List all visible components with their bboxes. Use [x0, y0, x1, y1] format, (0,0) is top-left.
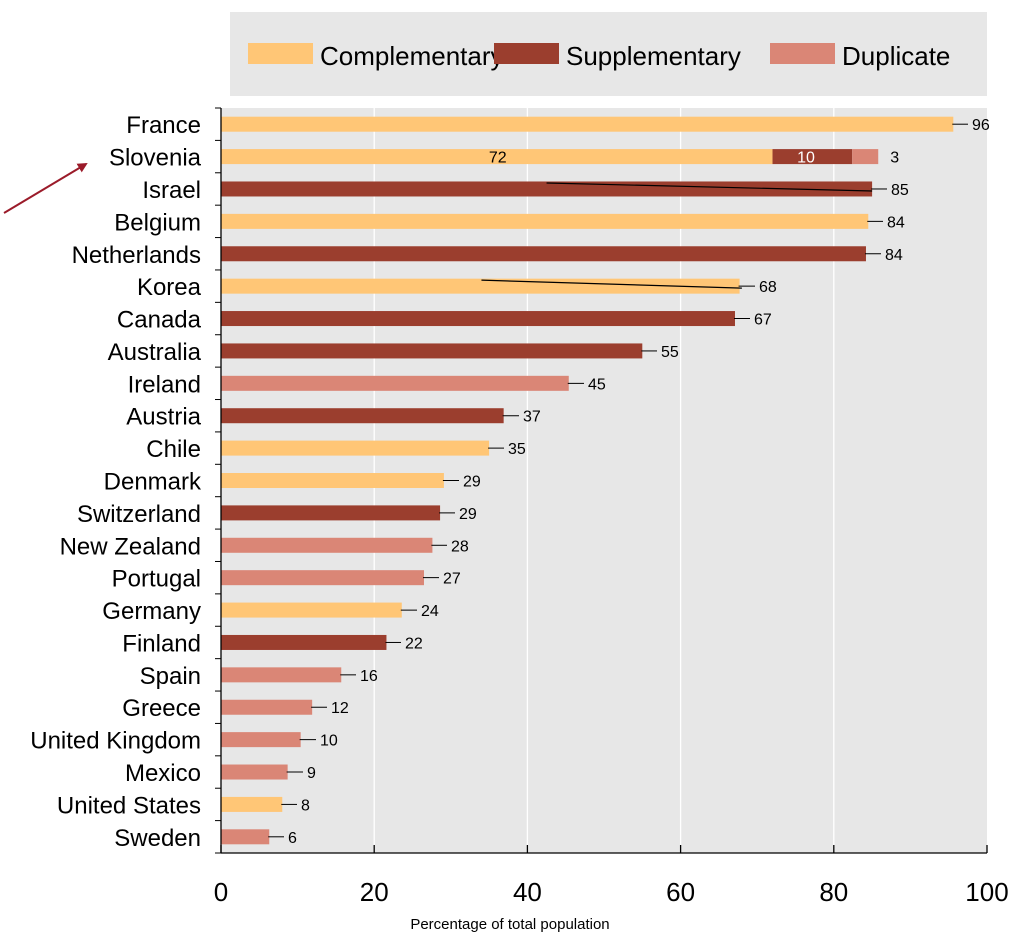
category-label: Austria: [126, 404, 201, 431]
bar-belgium-complementary: [221, 213, 869, 229]
legend-swatch-1: [494, 43, 559, 64]
category-label: Switzerland: [77, 501, 201, 528]
leader-lines: [268, 123, 968, 838]
bar-korea-complementary: [221, 278, 740, 294]
x-tick-label: 100: [965, 877, 1008, 907]
bar-portugal-duplicate: [221, 570, 424, 586]
annotations: [3, 162, 873, 289]
value-label: 96: [972, 117, 990, 134]
x-tick-label: 80: [819, 877, 848, 907]
legend-swatch-2: [770, 43, 835, 64]
legend-swatch-0: [248, 43, 313, 64]
category-label: United States: [57, 792, 201, 819]
bar-ireland-duplicate: [221, 375, 569, 391]
bar-mexico-duplicate: [221, 764, 288, 780]
value-label: 6: [288, 830, 297, 847]
value-label: 29: [463, 474, 481, 491]
legend-box: [230, 12, 987, 96]
legend: Complementary Supplementary Duplicate: [230, 12, 987, 96]
category-label: Mexico: [125, 760, 201, 787]
slovenia-segment-label-2: 3: [890, 150, 899, 167]
category-label: Denmark: [104, 469, 202, 496]
category-label: Israel: [142, 177, 201, 204]
category-label: New Zealand: [60, 533, 201, 560]
value-label: 68: [759, 279, 777, 296]
bar-finland-supplementary: [221, 634, 387, 650]
value-label: 24: [421, 603, 439, 620]
legend-label-0: Complementary: [320, 41, 504, 71]
value-label: 28: [451, 538, 469, 555]
category-label: Canada: [117, 307, 202, 334]
bar-germany-complementary: [221, 602, 402, 618]
category-label: Portugal: [112, 566, 201, 593]
value-label: 55: [661, 344, 679, 361]
legend-label-2: Duplicate: [842, 41, 950, 71]
x-tick-label: 0: [214, 877, 228, 907]
category-label: Greece: [122, 695, 201, 722]
category-label: Ireland: [128, 371, 201, 398]
value-label: 84: [887, 214, 905, 231]
value-label: 35: [508, 441, 526, 458]
value-label: 12: [331, 700, 349, 717]
category-label: Chile: [146, 436, 201, 463]
value-label: 9: [307, 765, 316, 782]
value-label: 45: [588, 376, 606, 393]
bar-chile-complementary: [221, 440, 490, 456]
category-label: Australia: [108, 339, 202, 366]
slovenia-segment-label-1: 10: [797, 150, 815, 167]
value-label: 84: [885, 247, 903, 264]
bar-slovenia-duplicate: [852, 149, 879, 165]
x-tick-label: 60: [666, 877, 695, 907]
value-label: 85: [891, 182, 909, 199]
value-label: 22: [405, 635, 423, 652]
bar-sweden-duplicate: [221, 829, 270, 845]
bar-canada-supplementary: [221, 311, 735, 327]
bar-united-kingdom-duplicate: [221, 732, 301, 748]
category-label: Belgium: [114, 209, 201, 236]
value-label: 37: [523, 409, 541, 426]
annotation-line-korea: [481, 279, 742, 289]
bar-france-complementary: [221, 116, 954, 132]
bar-spain-duplicate: [221, 667, 342, 683]
x-tick-label: 20: [360, 877, 389, 907]
value-label: 27: [443, 571, 461, 588]
value-label: 16: [360, 668, 378, 685]
category-label: United Kingdom: [30, 728, 201, 755]
bar-new-zealand-duplicate: [221, 537, 433, 553]
category-label: Finland: [122, 630, 201, 657]
bar-denmark-complementary: [221, 473, 444, 488]
x-tick-label: 40: [513, 877, 542, 907]
category-label: Slovenia: [109, 145, 202, 172]
bar-slovenia-supplementary: [772, 149, 853, 165]
bar-australia-supplementary: [221, 343, 643, 359]
bar-netherlands-supplementary: [221, 246, 866, 262]
category-label: Netherlands: [72, 242, 201, 269]
bar-switzerland-supplementary: [221, 505, 441, 521]
category-label: Spain: [140, 663, 201, 690]
bar-greece-duplicate: [221, 699, 313, 715]
annotation-line-israel: [546, 182, 873, 192]
value-label: 10: [320, 733, 338, 750]
bars: [221, 116, 954, 845]
axes: France Slovenia Israel Belgium Netherlands Ko…: [30, 107, 1009, 933]
category-label: Sweden: [114, 825, 201, 852]
category-label: France: [126, 112, 201, 139]
x-axis-label: Percentage of total population: [410, 916, 609, 933]
value-label: 67: [754, 312, 772, 329]
value-label: 8: [301, 797, 310, 814]
bar-israel-supplementary: [221, 181, 873, 197]
value-label: 29: [459, 506, 477, 523]
bar-united-states-complementary: [221, 796, 283, 812]
category-label: Germany: [102, 598, 201, 625]
slovenia-arrow: [3, 162, 88, 214]
category-label: Korea: [137, 274, 202, 301]
bar-austria-supplementary: [221, 408, 504, 424]
legend-label-1: Supplementary: [566, 41, 741, 71]
bar-slovenia-complementary: [221, 149, 773, 165]
labels: 9685848468675545373529292827242216121098…: [288, 117, 990, 847]
slovenia-segment-label-0: 72: [489, 150, 507, 167]
